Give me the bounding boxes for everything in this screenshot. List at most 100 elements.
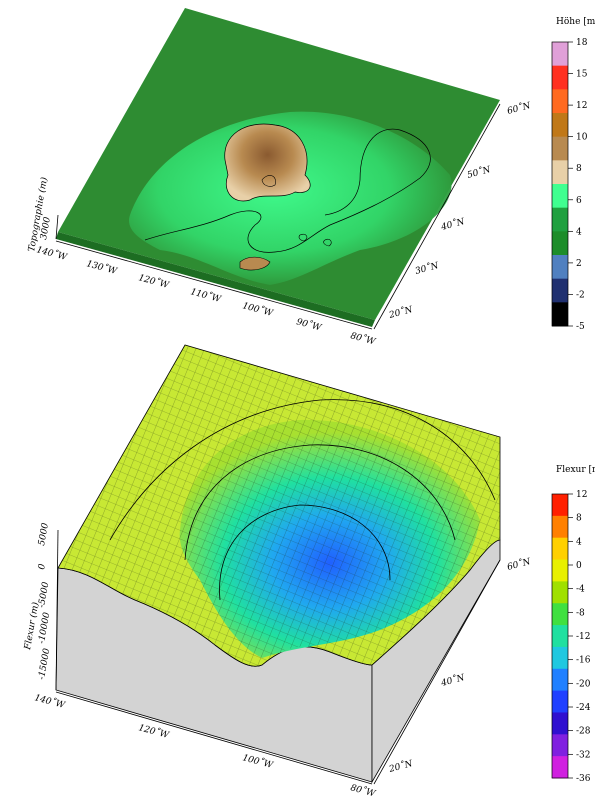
bottom-z-tick: -10000 (37, 611, 52, 644)
elevation-colorbar-swatches (552, 42, 568, 327)
highland-region (129, 111, 452, 285)
elevation-colorbar-tick-label: 18 (576, 38, 588, 48)
flexure-colorbar-tick-label: -24 (576, 703, 591, 713)
top-lat-label: 40˚N (439, 215, 467, 233)
flexure-colorbar-swatch (552, 668, 568, 692)
mountain-region (224, 123, 311, 202)
small-contour-b (298, 233, 308, 242)
topography-base-edge (56, 232, 375, 327)
elevation-colorbar-frame (551, 41, 569, 327)
elevation-colorbar-tick-label: 4 (576, 227, 582, 237)
flexure-colorbar-title: Flexur [m] (556, 465, 595, 475)
elevation-colorbar-swatch (552, 302, 568, 327)
flexure-colorbar-tick-label: 4 (576, 537, 582, 547)
bottom-lat-label: 40˚N (439, 671, 467, 689)
top-lon-label: 90˚W (295, 315, 323, 333)
elevation-colorbar-tick-label: 12 (576, 101, 587, 111)
bottom-lat-label: 20˚N (387, 757, 415, 775)
bottom-z-tick: 0 (37, 563, 48, 571)
flexure-colorbar-ticks: 12 8 4 0 -4 -8 -12 -16 -20 -24 -28 -32 -36 (568, 490, 591, 784)
top-lon-label: 80˚W (349, 329, 377, 347)
flexure-colorbar-tick-label: 12 (576, 490, 587, 500)
elevation-colorbar-swatch (552, 207, 568, 232)
elevation-colorbar-tick-label: 6 (576, 196, 582, 206)
flexure-colorbar-swatch (552, 537, 568, 561)
elevation-colorbar-swatch (552, 278, 568, 303)
top-lat-label: 60˚N (506, 99, 533, 117)
flexure-mesh-overlay (58, 345, 500, 667)
elevation-colorbar-tick-label: -5 (576, 322, 585, 332)
top-lat-axis (373, 103, 501, 330)
top-lat-label: 30˚N (414, 259, 441, 277)
elevation-colorbar: Höhe [m] 18 15 12 10 8 6 4 2 -2 -5 (551, 17, 595, 332)
bottom-z-tick: 5000 (37, 522, 51, 547)
elevation-colorbar-tick-label: -2 (576, 290, 585, 300)
flexure-colorbar-tick-label: -4 (576, 585, 585, 595)
elevation-colorbar-tick-label: 2 (576, 259, 582, 269)
elevation-colorbar-title: Höhe [m] (556, 17, 595, 27)
flexure-colorbar-tick-label: -12 (576, 632, 591, 642)
flexure-colorbar-tick-label: -20 (576, 679, 591, 689)
flexure-colorbar-swatch (552, 494, 568, 517)
bottom-lat-axis (373, 559, 501, 785)
elevation-colorbar-tick-label: 8 (576, 164, 582, 174)
top-lon-label: 120˚W (137, 271, 171, 291)
bottom-lon-label: 80˚W (349, 781, 377, 799)
flexure-colorbar-tick-label: -16 (576, 656, 591, 666)
elevation-colorbar-swatch (552, 231, 568, 256)
flexure-colorbar-tick-label: -8 (576, 608, 585, 618)
flexure-colorbar-swatch (552, 581, 568, 604)
elevation-colorbar-ticks: 18 15 12 10 8 6 4 2 -2 -5 (568, 38, 588, 332)
flexure-colorbar-tick-label: -36 (576, 774, 591, 784)
top-lon-label: 140˚W (35, 243, 69, 263)
flexure-colorbar-tick-label: -32 (576, 750, 591, 760)
elevation-colorbar-swatch (552, 160, 568, 185)
top-lon-label: 110˚W (189, 285, 223, 305)
flexure-colorbar-tick-label: 8 (576, 514, 582, 524)
small-contour-c (323, 238, 332, 247)
elevation-colorbar-swatch (552, 113, 568, 138)
flexure-contour-3 (219, 504, 391, 601)
flexure-colorbar-swatch (552, 734, 568, 757)
flexure-colorbar: Flexur [m] 12 8 4 0 -4 -8 -12 -16 -20 -24 -28 -32 -3… (551, 465, 595, 784)
elevation-colorbar-tick-label: 10 (576, 133, 588, 143)
bottom-z-axis-line (55, 529, 59, 691)
elevation-colorbar-swatch (552, 136, 568, 161)
southern-mountain (239, 256, 271, 271)
flexure-colorbar-swatch (552, 625, 568, 648)
flexure-colorbar-swatch (552, 603, 568, 626)
elevation-colorbar-swatch (552, 89, 568, 114)
flexure-colorbar-swatches (552, 494, 568, 779)
bottom-lon-axis (55, 691, 373, 785)
flexure-colorbar-tick-label: -28 (576, 727, 591, 737)
flexure-block: Flexur (m) 5000 0 -5000 -10000 -15000 14… (22, 344, 533, 799)
top-z-axis-line (55, 214, 59, 240)
top-z-tick: 3000 (39, 216, 53, 241)
top-lat-label: 50˚N (466, 163, 493, 181)
topography-map: Topographie (m) 3000 140˚W 130˚W 120˚W 1… (26, 8, 533, 348)
highland-contour (144, 128, 431, 253)
elevation-colorbar-swatch (552, 255, 568, 280)
flexure-colorbar-swatch (552, 515, 568, 539)
small-contour-a (261, 175, 276, 187)
bottom-lat-label: 60˚N (506, 555, 533, 573)
flexure-colorbar-swatch (552, 712, 568, 735)
flexure-colorbar-swatch (552, 690, 568, 713)
top-lat-label: 20˚N (387, 303, 415, 321)
flexure-colorbar-tick-label: 0 (576, 561, 582, 571)
bottom-z-tick: -5000 (37, 581, 51, 609)
bottom-z-tick: -15000 (37, 647, 52, 680)
elevation-colorbar-swatch (552, 184, 568, 209)
flexure-contour-1 (109, 399, 496, 541)
flexure-colorbar-swatch (552, 756, 568, 779)
flexure-contour-2 (184, 444, 456, 561)
top-lon-axis (55, 240, 373, 330)
elevation-colorbar-swatch (552, 65, 568, 90)
elevation-colorbar-swatch (552, 42, 568, 67)
bottom-z-ticks: 5000 0 -5000 -10000 -15000 (37, 522, 52, 681)
elevation-colorbar-tick-label: 15 (576, 70, 588, 80)
flexure-colorbar-swatch (552, 559, 568, 582)
flexure-colorbar-swatch (552, 646, 568, 670)
bottom-lon-label: 140˚W (33, 691, 67, 711)
top-lon-label: 100˚W (241, 299, 275, 319)
